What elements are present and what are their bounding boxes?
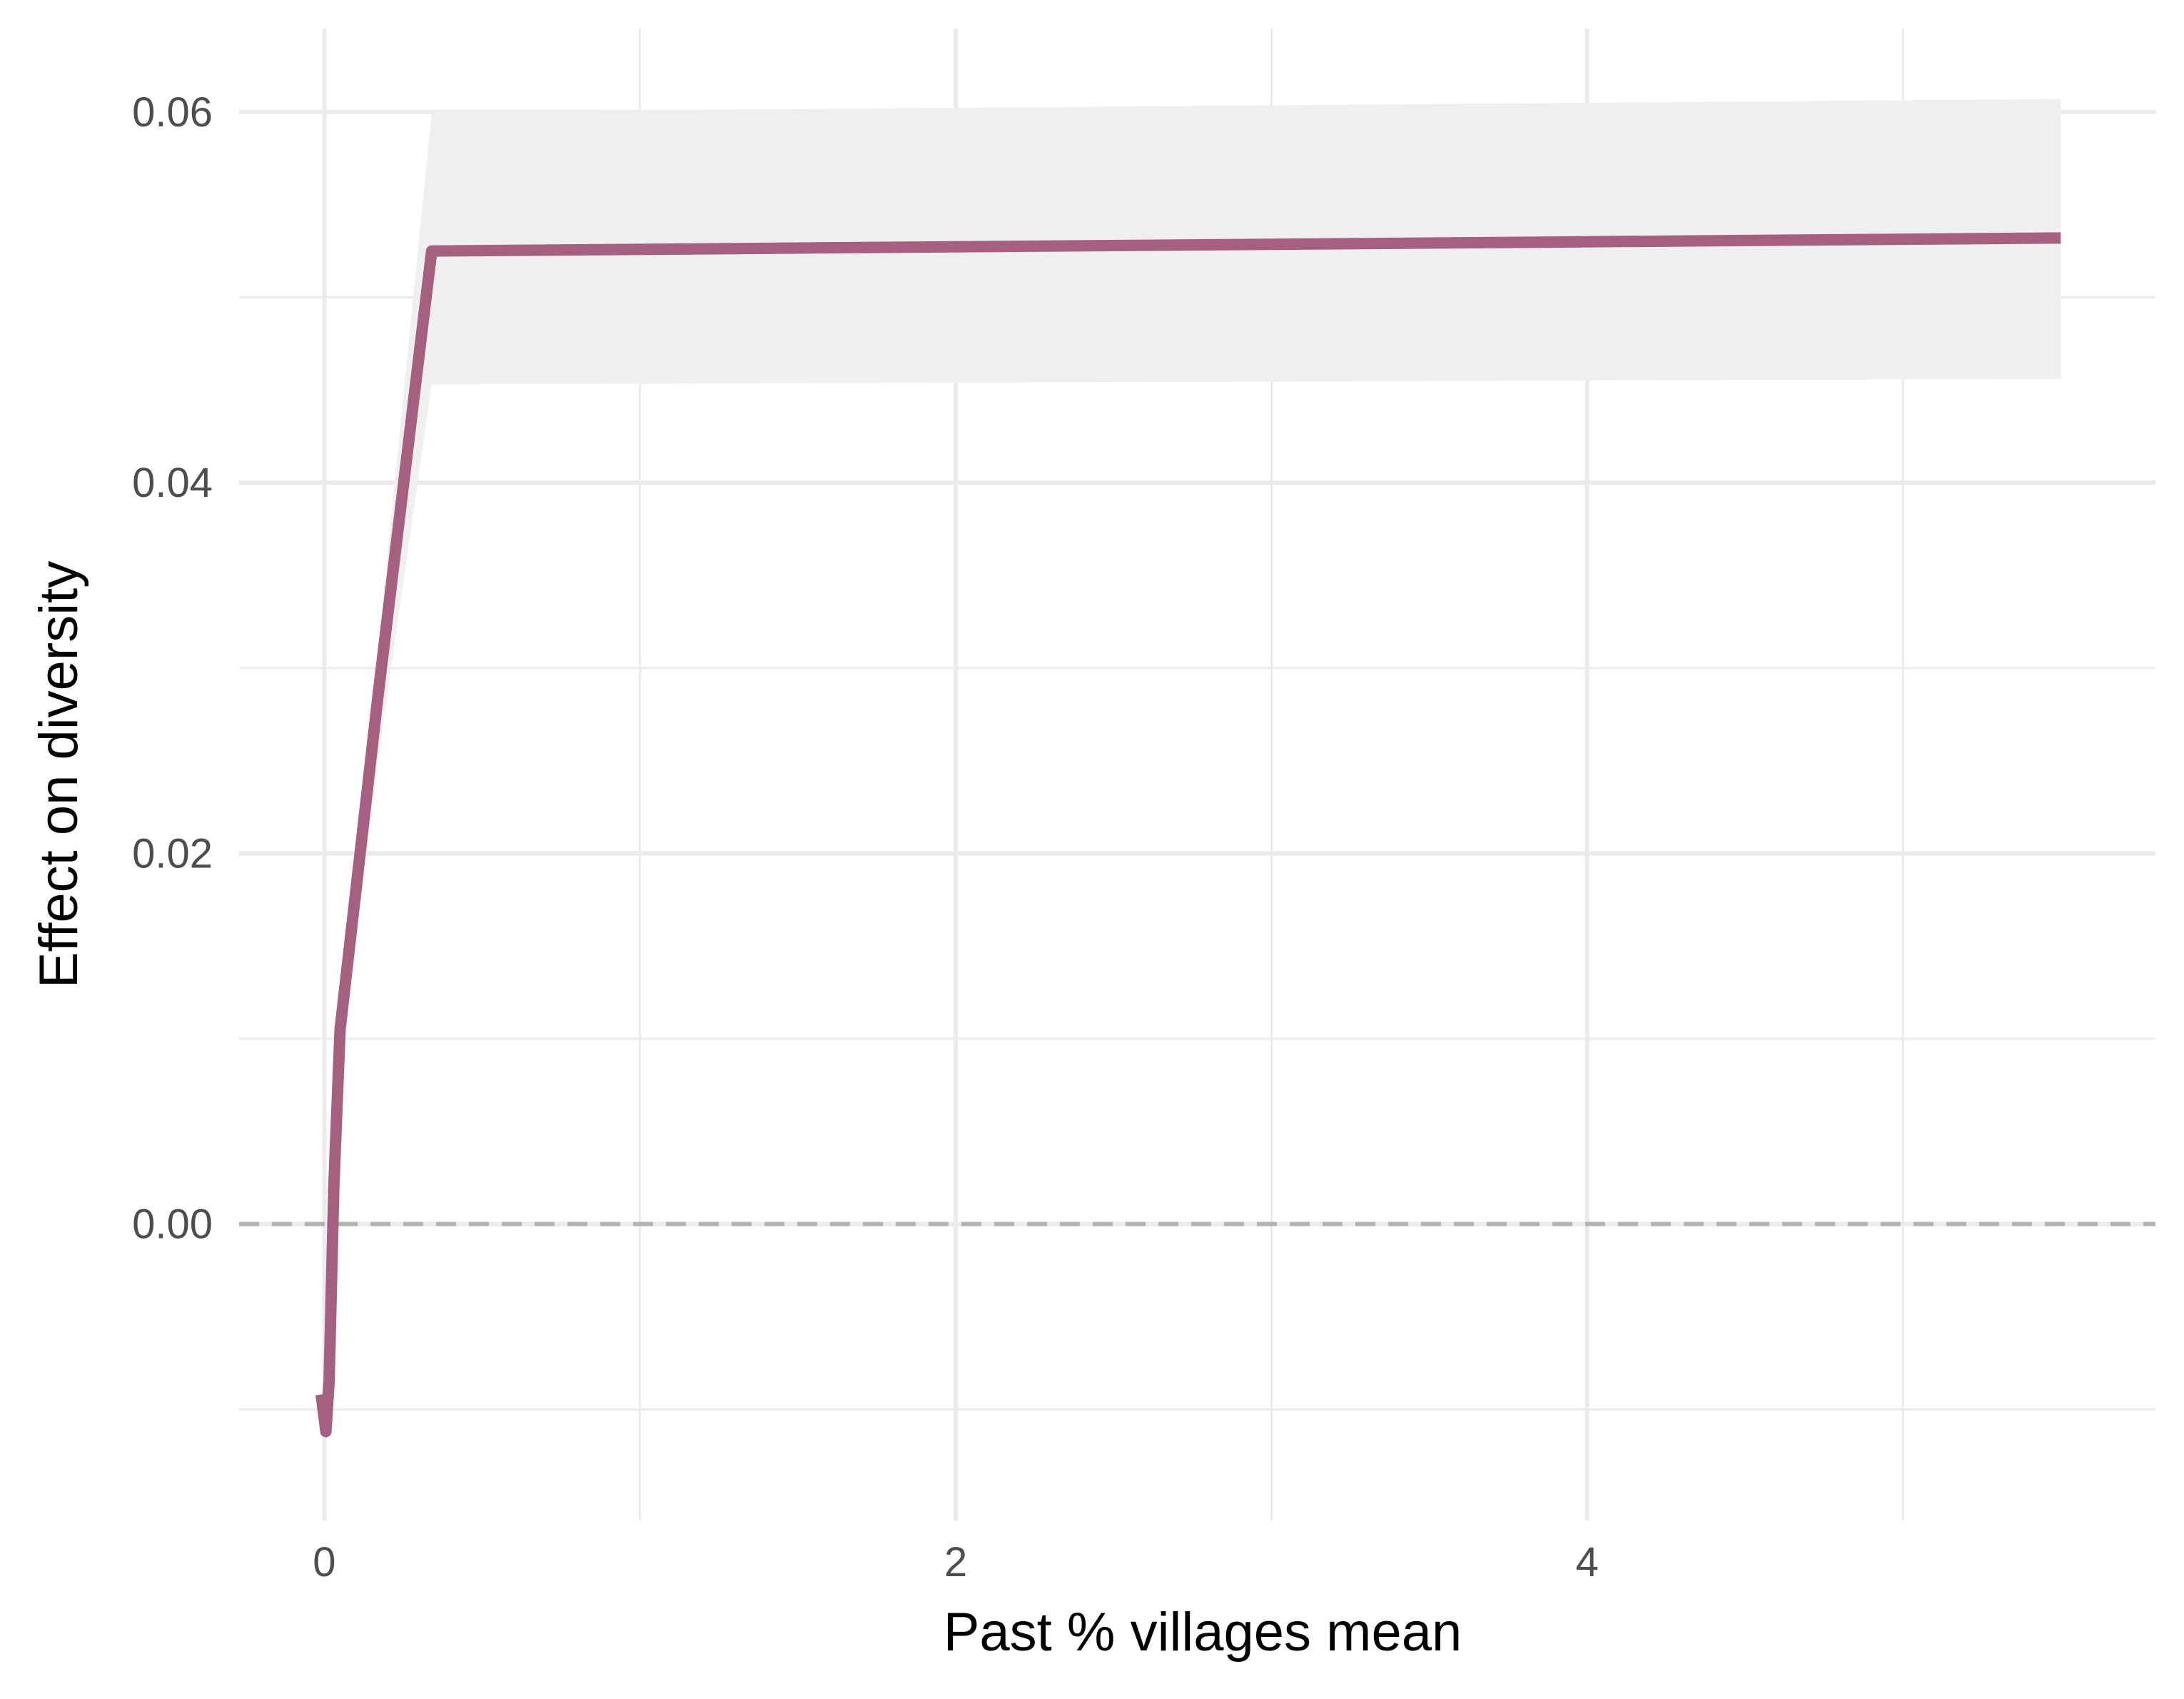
x-tick-label: 0 xyxy=(313,1539,335,1585)
series-layer xyxy=(315,232,2061,1438)
x-tick-label: 2 xyxy=(944,1539,967,1585)
series-line xyxy=(315,232,2061,1438)
x-tick-labels: 0 2 4 xyxy=(313,1539,1599,1585)
confidence-ribbon xyxy=(325,99,2061,1432)
x-axis-title: Past % villages mean xyxy=(944,1602,1462,1663)
y-tick-label: 0.04 xyxy=(132,460,213,506)
y-tick-labels: 0.00 0.02 0.04 0.06 xyxy=(132,89,213,1248)
y-tick-label: 0.00 xyxy=(132,1201,213,1248)
y-axis-title: Effect on diversity xyxy=(29,561,89,988)
y-tick-label: 0.02 xyxy=(132,830,213,877)
confidence-ribbon-layer xyxy=(325,99,2061,1432)
y-tick-label: 0.06 xyxy=(132,89,213,136)
x-tick-label: 4 xyxy=(1576,1539,1599,1585)
